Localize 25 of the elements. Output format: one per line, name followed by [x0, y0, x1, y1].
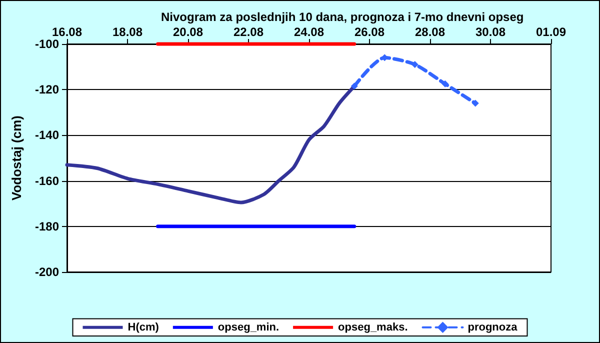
x-tick-label: 18.08	[112, 25, 143, 39]
x-tick-label: 01.09	[536, 25, 566, 39]
legend-label: prognoza	[468, 321, 518, 334]
x-tick-label: 28.08	[414, 25, 446, 39]
legend-label: H(cm)	[128, 321, 160, 334]
point	[442, 80, 449, 88]
legend-label: opseg_min.	[218, 321, 280, 334]
point	[472, 100, 479, 107]
y-tick-label: -120	[34, 82, 60, 97]
x-tick-label: 24.08	[294, 25, 324, 39]
y-tick-label: -140	[34, 128, 60, 142]
chart-title: Nivogram za poslednjih 10 dana, prognoza i 7-mo dnevni opseg	[161, 10, 524, 24]
x-tick-label: 16.08	[52, 25, 82, 39]
x-tick-label: 26.08	[354, 25, 385, 39]
y-tick-label: -100	[34, 37, 60, 51]
legend-label: opseg_maks.	[338, 321, 408, 334]
point	[350, 82, 358, 90]
x-tick-label: 22.08	[233, 25, 264, 39]
x-tick-label: 20.08	[172, 25, 204, 39]
y-tick-label: -160	[34, 174, 60, 188]
y-tick-label: -200	[34, 265, 60, 279]
y-tick-label: -180	[34, 219, 60, 234]
point	[411, 61, 418, 68]
y-axis-title: Vodostaj (cm)	[9, 116, 24, 200]
x-tick-label: 30.08	[475, 25, 506, 39]
